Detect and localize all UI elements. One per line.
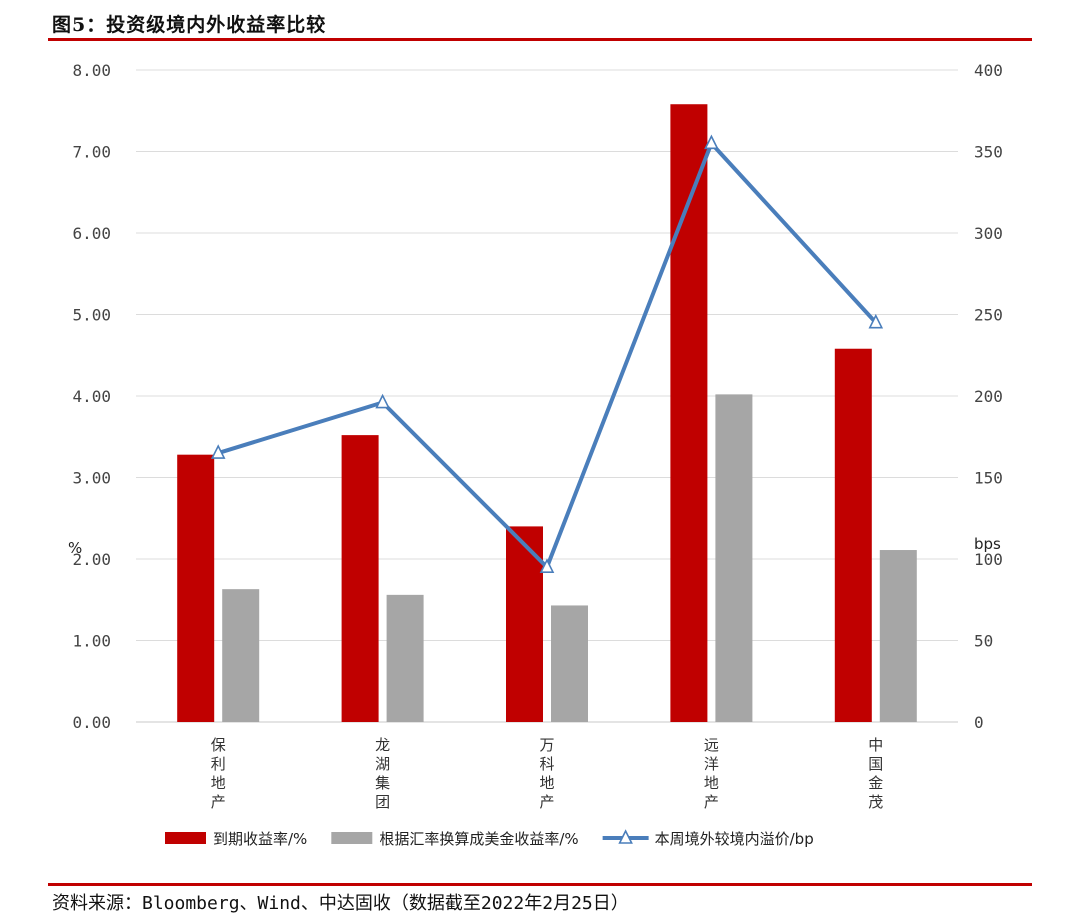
left-tick-label: 2.00 <box>72 550 111 569</box>
left-axis-label: % <box>68 539 82 557</box>
legend: 到期收益率/% 根据汇率换算成美金收益率/% 本周境外较境内溢价/bp <box>165 829 814 848</box>
bars <box>177 104 917 723</box>
premium-point <box>539 558 555 573</box>
left-tick-label: 0.00 <box>72 713 111 732</box>
left-tick-label: 4.00 <box>72 387 111 406</box>
legend-label: 本周境外较境内溢价/bp <box>655 830 814 848</box>
category-label: 利 <box>211 755 226 773</box>
right-axis-ticks: 0 50 100 150 200 250 300 350 400 <box>974 61 1003 732</box>
category-label: 中 <box>868 736 883 754</box>
ytm-bar <box>341 435 379 722</box>
usd-yield-bar <box>222 589 260 722</box>
premium-point <box>210 444 226 459</box>
right-tick-label: 250 <box>974 306 1003 325</box>
legend-label: 到期收益率/% <box>213 830 307 848</box>
legend-swatch <box>165 832 206 844</box>
usd-yield-bar <box>715 394 753 722</box>
premium-point <box>375 393 390 409</box>
left-tick-label: 1.00 <box>72 632 111 651</box>
left-tick-label: 3.00 <box>72 469 111 488</box>
category-label: 龙 <box>375 736 390 754</box>
usd-yield-bar <box>551 605 588 722</box>
category-label: 远 <box>704 736 719 754</box>
ytm-bar <box>177 454 215 722</box>
category-label: 保 <box>211 736 226 754</box>
category-label: 产 <box>539 793 554 811</box>
category-label: 科 <box>539 755 554 773</box>
usd-yield-bar <box>879 550 917 722</box>
left-tick-label: 5.00 <box>72 306 111 325</box>
category-label: 洋 <box>704 755 719 773</box>
right-tick-label: 0 <box>974 713 984 732</box>
category-label: 地 <box>211 774 226 792</box>
premium-line <box>217 141 878 570</box>
category-label: 集 <box>375 774 390 792</box>
category-label: 湖 <box>375 755 390 773</box>
ytm-bar <box>670 104 708 723</box>
left-tick-label: 8.00 <box>72 61 111 80</box>
gridlines <box>136 69 958 723</box>
category-label: 地 <box>704 774 719 792</box>
right-tick-label: 100 <box>974 550 1003 569</box>
right-tick-label: 300 <box>974 224 1003 243</box>
legend-marker <box>618 829 633 844</box>
category-label: 产 <box>704 793 719 811</box>
right-tick-label: 350 <box>974 143 1003 162</box>
premium-point <box>868 313 884 329</box>
category-label: 万 <box>539 736 554 754</box>
premium-point <box>704 134 719 150</box>
legend-swatch <box>331 832 373 844</box>
legend-label: 根据汇率换算成美金收益率/% <box>379 830 578 848</box>
right-axis-label: bps <box>974 535 1001 553</box>
right-tick-label: 400 <box>974 61 1003 80</box>
ytm-bar <box>834 348 872 722</box>
right-tick-label: 150 <box>974 469 1003 488</box>
left-axis-ticks: 0.00 1.00 2.00 3.00 4.00 5.00 6.00 7.00 8.00 <box>72 61 111 732</box>
usd-yield-bar <box>386 594 424 722</box>
source-note: 资料来源：Bloomberg、Wind、中达固收（数据截至2022年2月25日） <box>52 893 629 914</box>
left-tick-label: 6.00 <box>72 224 111 243</box>
category-label: 产 <box>211 793 226 811</box>
left-tick-label: 7.00 <box>72 143 111 162</box>
category-label: 茂 <box>868 793 883 811</box>
figure-title: 图5：投资级境内外收益率比较 <box>52 14 327 36</box>
right-tick-label: 200 <box>974 387 1003 406</box>
line-series <box>210 134 884 573</box>
category-label: 国 <box>868 755 883 773</box>
top-rule <box>48 38 1032 41</box>
bottom-rule <box>48 883 1032 886</box>
chart: 0.00 1.00 2.00 3.00 4.00 5.00 6.00 7.00 8.00 0 50… <box>68 61 1003 848</box>
right-tick-label: 50 <box>974 632 993 651</box>
category-label: 金 <box>868 774 883 792</box>
category-label: 团 <box>375 793 390 811</box>
category-label: 地 <box>539 774 554 792</box>
